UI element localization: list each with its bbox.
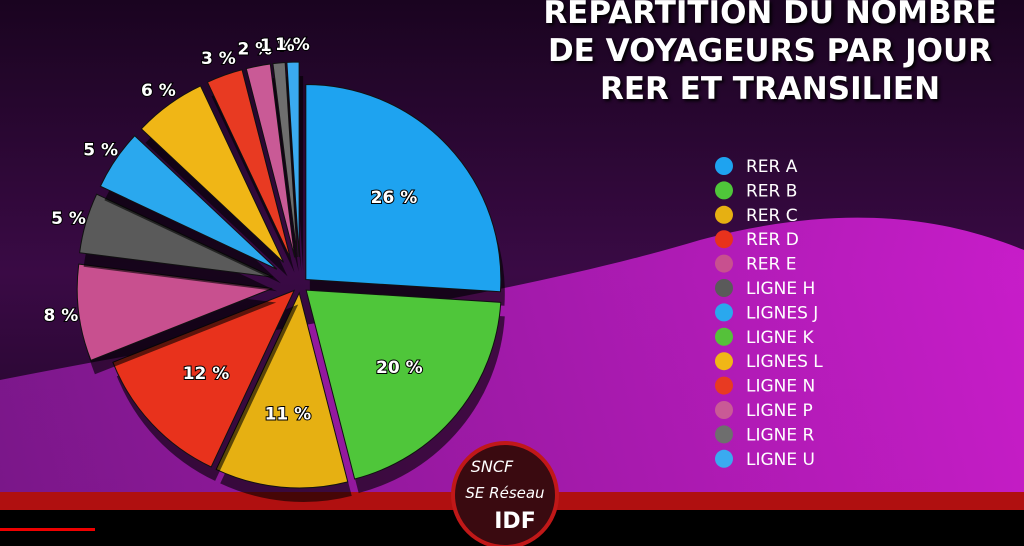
legend-label: LIGNES L [746, 352, 823, 372]
pie-slice [206, 69, 291, 259]
data-label: 1 % [260, 36, 295, 56]
legend-label: LIGNE P [746, 401, 813, 421]
legend-label: LIGNE N [746, 377, 815, 397]
pie-slice [112, 289, 296, 468]
legend-label: LIGNE R [746, 425, 815, 445]
pie-slice [286, 61, 300, 258]
legend-label: RER E [746, 255, 797, 275]
legend-label: LIGNES J [746, 303, 818, 323]
legend-marker [715, 425, 733, 444]
legend-marker [715, 376, 733, 395]
legend-marker [715, 279, 733, 297]
pie-slice [99, 135, 278, 270]
logo-circle [451, 441, 559, 546]
data-label: 2 % [237, 39, 272, 59]
data-label: 5 % [51, 209, 86, 229]
pie-slice [215, 291, 349, 489]
legend: RER A RER B RER C RER D RER E LIGNE H LIGNES J… [715, 157, 823, 470]
legend-marker [715, 157, 733, 175]
legend-marker [715, 230, 733, 249]
pie-slice [140, 85, 284, 263]
legend-label: LIGNE U [746, 450, 815, 470]
legend-marker [715, 181, 733, 200]
legend-label: LIGNE K [746, 328, 815, 348]
legend-label: RER B [746, 181, 797, 201]
pie-slice [245, 63, 296, 258]
legend-marker [715, 303, 733, 322]
data-label: 26 % [371, 188, 418, 208]
legend-marker [715, 352, 733, 371]
chart-title: RÉPARTITION DU NOMBRE DE VOYAGEURS PAR J… [543, 0, 997, 107]
legend-marker [715, 401, 733, 419]
data-label: 12 % [183, 364, 230, 384]
data-label: 11 % [265, 404, 312, 424]
legend-marker [715, 449, 733, 468]
legend-label: RER D [746, 230, 799, 250]
data-label: 8 % [44, 306, 79, 326]
data-label: 1 % [275, 35, 310, 55]
data-label: 3 % [201, 49, 236, 69]
legend-label: LIGNE H [746, 279, 815, 299]
logo-text: IDF [494, 509, 535, 534]
pie-slice [305, 289, 502, 480]
logo-text: SNCF [471, 457, 514, 476]
pie: 26 % 20 % 11 % 12 % 8 % 5 % 5 % 6 % 3 % 2 %1 %1 % [43, 34, 505, 502]
legend-marker [715, 327, 733, 346]
pie-slice [76, 263, 273, 361]
logo: SNCF SE Réseau IDF [451, 441, 559, 546]
progress-bar [0, 528, 95, 531]
data-label: 5 % [83, 141, 118, 161]
legend-label: RER C [746, 206, 798, 226]
legend-marker [715, 205, 733, 224]
data-label: 20 % [376, 358, 423, 378]
pie-slice [272, 61, 298, 258]
legend-marker [715, 254, 733, 273]
logo-text: SE Réseau [465, 484, 544, 502]
legend-label: RER A [746, 157, 798, 177]
pie-slice [305, 84, 502, 293]
data-label: 6 % [141, 81, 176, 101]
